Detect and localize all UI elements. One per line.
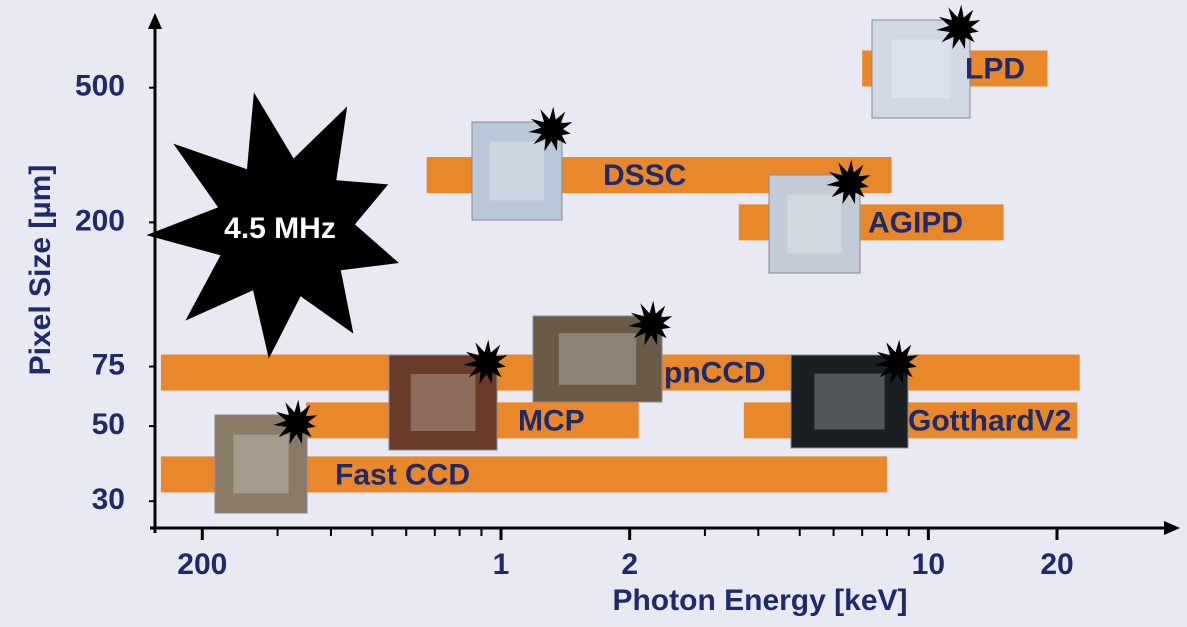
detector-image-detail [490, 142, 544, 201]
detector-image-detail [559, 333, 636, 385]
annotation: 4.5 MHz [224, 212, 336, 245]
x-axis-title: Photon Energy [keV] [612, 584, 907, 617]
bar-label: MCP [518, 404, 585, 437]
x-tick-label: 2 [621, 548, 638, 581]
detector-image-detail [411, 374, 476, 431]
x-tick-label: 20 [1040, 548, 1073, 581]
x-tick-label: 10 [912, 548, 945, 581]
detector-image-detail [892, 40, 951, 99]
detector-image-detail [814, 374, 884, 430]
bar-label: LPD [965, 52, 1025, 85]
y-tick-label: 500 [75, 70, 125, 103]
background [0, 0, 1187, 627]
detector-image-detail [787, 195, 842, 254]
chart: Pixel Size [µm] Photon Energy [keV] 200 1… [0, 0, 1187, 627]
y-tick-label: 50 [92, 408, 125, 441]
x-tick-label: 1 [493, 548, 510, 581]
bar-label: GotthardV2 [908, 404, 1071, 437]
y-axis-title: Pixel Size [µm] [24, 165, 57, 376]
bar-label: Fast CCD [335, 458, 470, 491]
bar-label: pnCCD [664, 356, 766, 389]
bar-label: DSSC [603, 159, 686, 192]
bar-label: AGIPD [868, 206, 963, 239]
x-tick-label: 200 [177, 548, 227, 581]
y-tick-label: 200 [75, 204, 125, 237]
y-tick-label: 30 [92, 483, 125, 516]
y-tick-label: 75 [92, 348, 125, 381]
detector-image-detail [233, 435, 288, 494]
